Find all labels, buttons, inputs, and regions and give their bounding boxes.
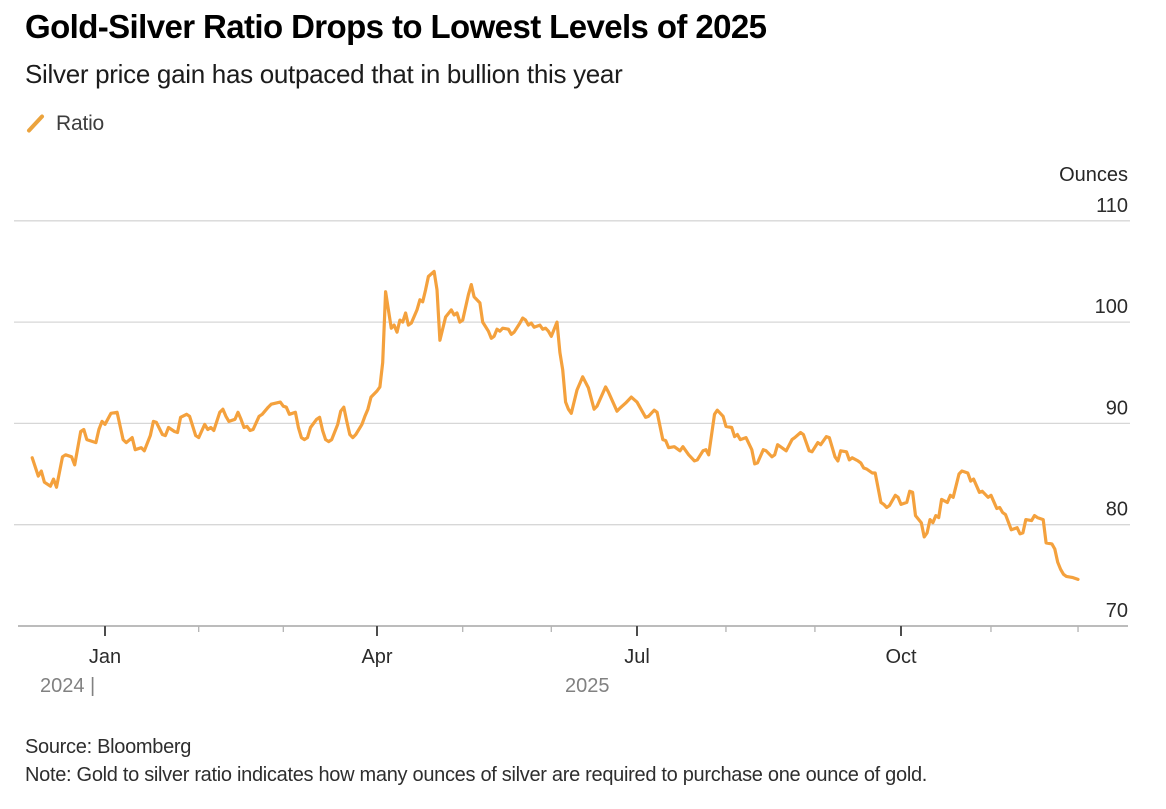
- year-label: 2024 |: [40, 675, 95, 697]
- y-tick-label: 110: [1096, 195, 1128, 217]
- x-tick-label: Apr: [361, 646, 392, 668]
- y-tick-label: 90: [1106, 397, 1128, 419]
- year-label: 2025: [565, 675, 610, 697]
- legend: Ratio: [25, 111, 104, 136]
- y-tick-label: 80: [1106, 499, 1128, 521]
- y-tick-label: 100: [1095, 296, 1128, 318]
- ratio-slash-icon: [25, 111, 47, 136]
- source-text: Source: Bloomberg: [25, 736, 192, 758]
- chart-subtitle: Silver price gain has outpaced that in b…: [25, 59, 623, 89]
- x-tick-label: Oct: [885, 646, 917, 668]
- series-line-ratio: [30, 269, 1080, 581]
- x-tick-label: Jul: [624, 646, 650, 668]
- note-text: Note: Gold to silver ratio indicates how…: [25, 764, 928, 786]
- y-tick-label: 70: [1106, 600, 1128, 622]
- x-tick-label: Jan: [89, 646, 121, 668]
- chart-footer: Source: Bloomberg Note: Gold to silver r…: [25, 733, 927, 789]
- legend-label-ratio: Ratio: [56, 111, 105, 135]
- chart-title: Gold-Silver Ratio Drops to Lowest Levels…: [25, 8, 767, 45]
- y-axis-unit-label: Ounces: [1059, 164, 1128, 186]
